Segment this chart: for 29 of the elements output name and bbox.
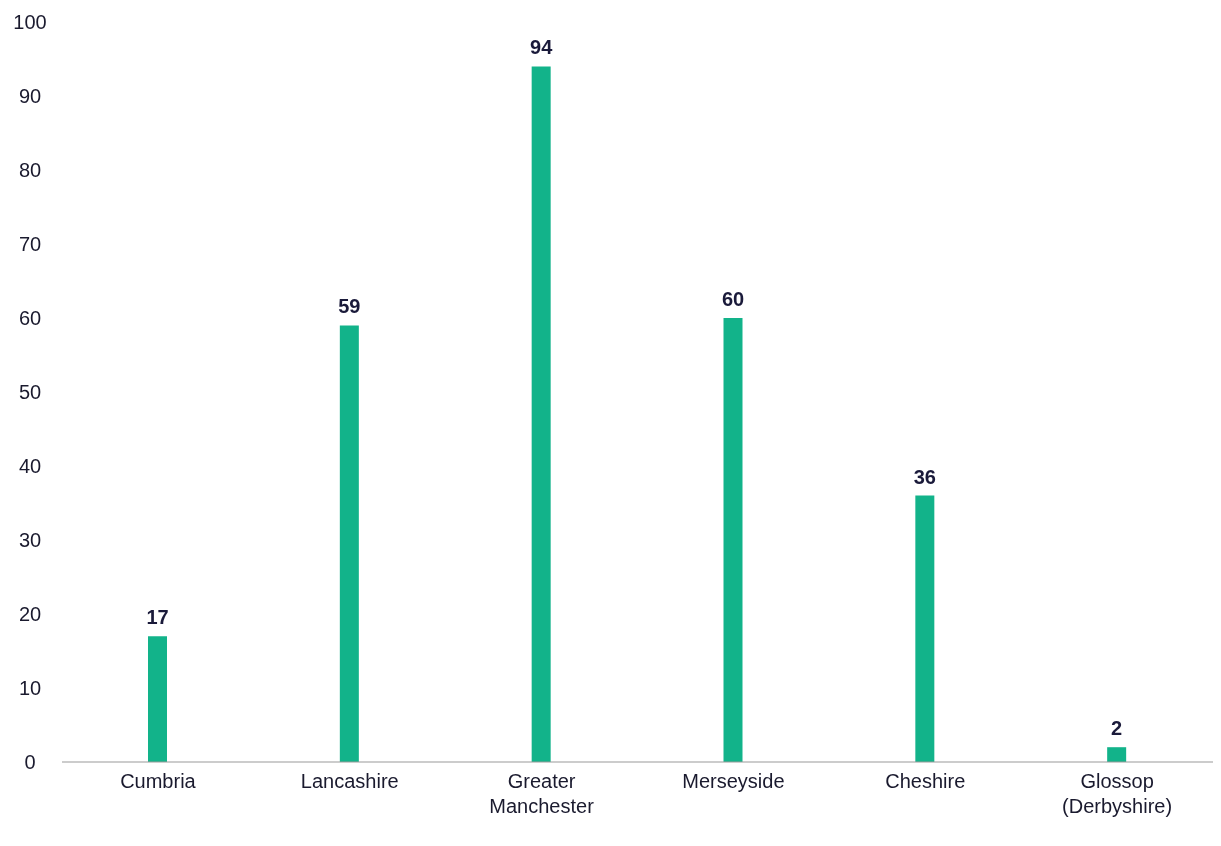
x-tick-label: Merseyside bbox=[682, 770, 785, 792]
data-label: 36 bbox=[913, 465, 936, 488]
y-tick-label: 70 bbox=[18, 233, 42, 256]
data-label: 17 bbox=[146, 606, 169, 629]
y-tick-label: 50 bbox=[18, 381, 42, 404]
data-label: 59 bbox=[338, 295, 361, 318]
data-label: 2 bbox=[1111, 717, 1123, 740]
x-tick-label: Lancashire bbox=[300, 770, 399, 792]
bar bbox=[915, 495, 935, 762]
y-tick-label: 90 bbox=[18, 85, 42, 108]
data-label: 60 bbox=[721, 288, 745, 310]
y-tick-label: 10 bbox=[18, 677, 42, 700]
y-tick-label: 80 bbox=[18, 159, 42, 182]
y-tick-label: 40 bbox=[18, 455, 42, 478]
y-tick-label: 100 bbox=[13, 11, 47, 34]
data-label: 94 bbox=[530, 36, 554, 59]
bar bbox=[723, 318, 743, 762]
y-tick-label: 30 bbox=[18, 529, 42, 552]
x-tick-label: Glossop (Derbyshire) bbox=[1062, 770, 1173, 817]
x-tick-label: Greater Manchester bbox=[489, 770, 595, 817]
bar bbox=[148, 636, 167, 762]
y-tick-label: 0 bbox=[24, 751, 36, 774]
bar bbox=[531, 66, 551, 762]
bar bbox=[339, 325, 359, 762]
x-tick-label: Cheshire bbox=[885, 770, 966, 792]
y-tick-label: 20 bbox=[18, 603, 42, 626]
x-tick-label: Cumbria bbox=[120, 770, 197, 792]
y-tick-label: 60 bbox=[18, 307, 42, 330]
bar bbox=[1107, 747, 1127, 762]
